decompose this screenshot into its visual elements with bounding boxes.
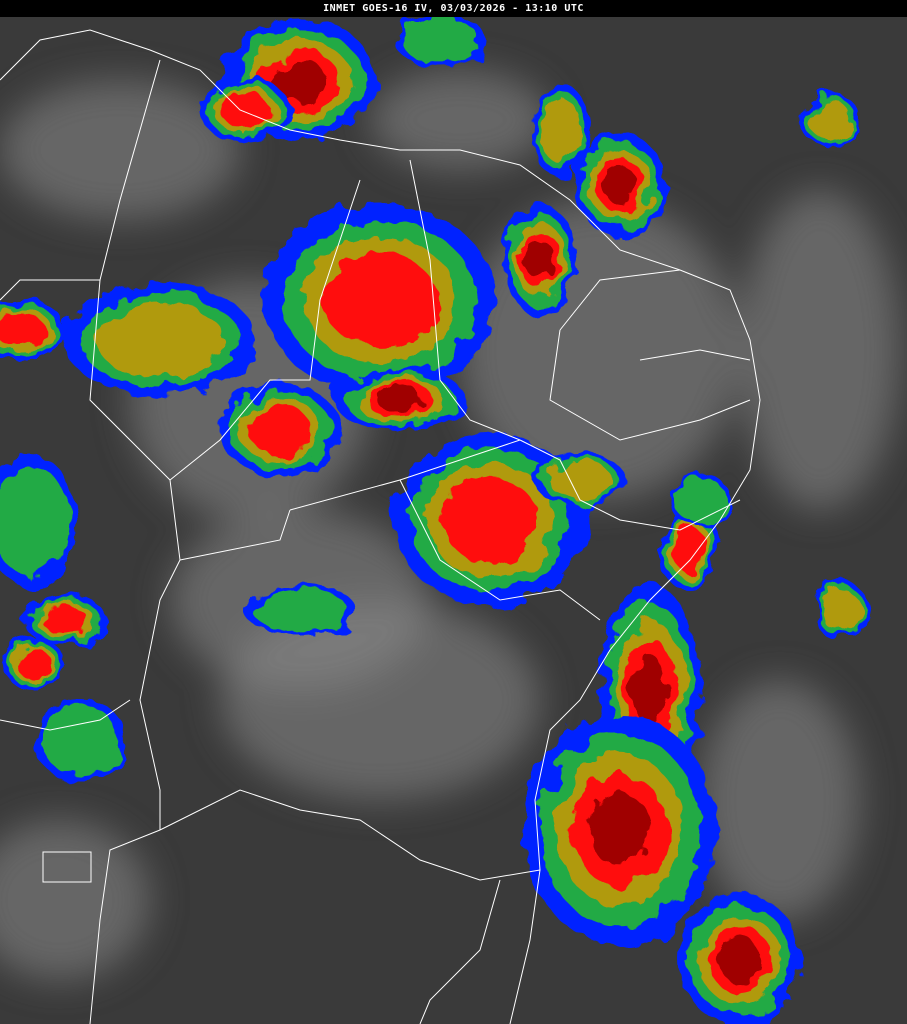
cloud-top-band [808, 101, 852, 139]
gray-cloud [0, 80, 240, 220]
coastline [0, 29, 761, 1024]
cloud-top-band [377, 387, 423, 413]
gray-cloud [700, 680, 860, 920]
storm-cell [244, 584, 356, 636]
cloud-top-band [672, 527, 708, 573]
state-border [419, 879, 501, 1024]
storm-cell [0, 454, 76, 586]
storm-cell [529, 84, 591, 176]
cloud-top-band [673, 477, 727, 523]
storm-cell [524, 714, 716, 946]
gray-cloud [0, 820, 150, 980]
state-boundaries [0, 29, 761, 1024]
cloud-top-band [0, 312, 45, 348]
state-border [42, 851, 92, 883]
cloud-top-band [323, 252, 437, 348]
storm-cell [224, 19, 376, 141]
image-title: INMET GOES-16 IV, 03/03/2026 - 13:10 UTC [0, 0, 907, 17]
cloud-top-band [248, 405, 312, 455]
cloud-top-band [17, 649, 53, 681]
cloud-top-band [0, 464, 69, 576]
cloud-top-band [220, 92, 270, 128]
cloud-top-band [442, 477, 538, 563]
state-border [159, 789, 541, 881]
cloud-top-band [42, 604, 88, 636]
cloud-top-band [631, 656, 669, 724]
state-border [0, 699, 131, 731]
storm-cell [34, 699, 126, 781]
cloud-top-band [548, 461, 612, 499]
state-border [289, 479, 601, 621]
state-border [179, 509, 291, 561]
state-border [409, 159, 521, 441]
cloud-top-band [253, 587, 347, 633]
cloud-top-band [588, 793, 652, 867]
state-border [549, 329, 751, 441]
storm-cell [0, 299, 66, 361]
state-border [559, 269, 681, 331]
storm-cell [669, 474, 731, 526]
storm-cell [64, 284, 256, 396]
cloud-top-band [602, 166, 638, 204]
state-border [169, 179, 361, 481]
convective-cloud-layer [0, 17, 866, 1024]
storm-cell [814, 579, 866, 641]
storm-cell [394, 17, 486, 66]
storm-cell [679, 894, 801, 1024]
state-border [519, 439, 741, 531]
storm-cell [574, 134, 666, 236]
gray-cloud [370, 70, 550, 170]
storm-cell [799, 94, 861, 146]
storm-cell [334, 369, 466, 431]
infrared-satellite-map [0, 17, 907, 1024]
storm-cell [24, 594, 106, 646]
gray-cloud [740, 190, 900, 510]
storm-cell [264, 204, 496, 396]
cloud-top-band [525, 240, 555, 280]
storm-cell [504, 204, 576, 316]
storm-cell [219, 384, 341, 476]
cloud-top-band [274, 58, 326, 102]
cloud-top-band [401, 17, 479, 63]
storm-cell [4, 639, 66, 691]
storm-cell [199, 79, 291, 141]
cloud-top-band [41, 705, 119, 775]
state-border [89, 829, 161, 1024]
cloud-top-band [718, 937, 762, 983]
storm-cell [534, 454, 626, 506]
cloud-top-band [821, 588, 859, 632]
cloud-top-band [538, 98, 582, 162]
gray-cloud [220, 600, 540, 800]
cloud-top-band [96, 302, 224, 378]
state-border [399, 439, 521, 481]
state-border [639, 349, 751, 361]
